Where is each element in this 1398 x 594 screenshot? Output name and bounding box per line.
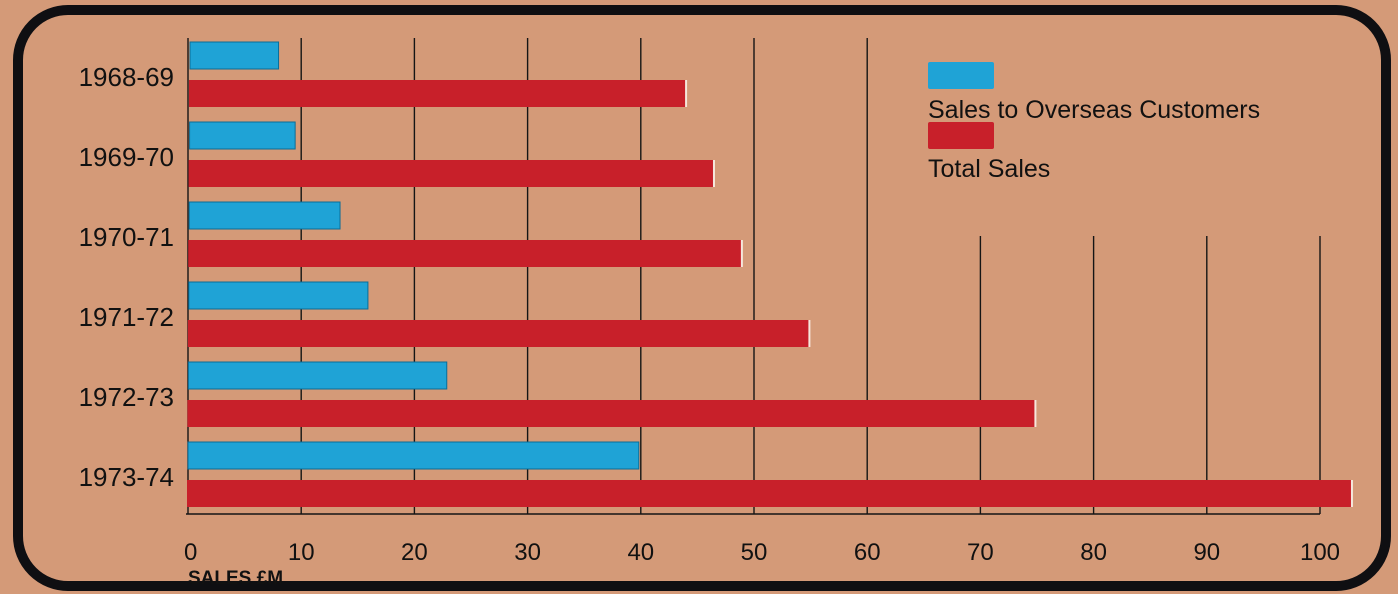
category-label: 1973-74 xyxy=(79,462,174,492)
x-axis-title: SALES £M xyxy=(188,568,283,589)
x-tick-label: 100 xyxy=(1300,539,1340,566)
legend-label-overseas: Sales to Overseas Customers xyxy=(928,96,1260,124)
x-tick-label: 60 xyxy=(854,539,881,566)
category-label: 1968-69 xyxy=(79,62,174,92)
legend: Sales to Overseas Customers Total Sales xyxy=(928,62,1260,183)
x-tick-label: 10 xyxy=(288,539,315,566)
bar-overseas-sales xyxy=(189,121,296,150)
gridlines xyxy=(187,38,1321,514)
bar-overseas-sales xyxy=(187,441,640,470)
category-labels: 1968-69 1969-70 1970-71 1971-72 1972-73 1973-… xyxy=(79,62,174,492)
x-tick-label: 90 xyxy=(1193,539,1220,566)
bar-overseas-sales xyxy=(188,201,341,230)
bar-overseas-sales xyxy=(187,361,448,390)
bars xyxy=(187,41,1353,507)
bar-overseas-sales xyxy=(189,41,280,70)
x-tick-label: 70 xyxy=(967,539,994,566)
x-tick-label: 40 xyxy=(627,539,654,566)
bar-total-sales xyxy=(188,160,714,187)
bar-total-sales xyxy=(188,240,742,267)
bar-total-sales xyxy=(187,320,810,347)
category-label: 1970-71 xyxy=(79,222,174,252)
bar-total-sales xyxy=(187,400,1036,427)
x-tick-label: 30 xyxy=(514,539,541,566)
x-tick-label: 0 xyxy=(184,539,197,566)
legend-swatch-total xyxy=(928,122,994,149)
legend-label-total: Total Sales xyxy=(928,155,1050,183)
bar-total-sales xyxy=(187,480,1352,507)
x-axis: 0 10 20 30 40 50 60 70 80 90 100 xyxy=(184,513,1340,566)
x-tick-label: 50 xyxy=(741,539,768,566)
bar-overseas-sales xyxy=(188,281,369,310)
category-label: 1971-72 xyxy=(79,302,174,332)
x-tick-label: 20 xyxy=(401,539,428,566)
category-label: 1969-70 xyxy=(79,142,174,172)
category-label: 1972-73 xyxy=(79,382,174,412)
legend-swatch-overseas xyxy=(928,62,994,89)
bar-total-sales xyxy=(189,80,687,107)
x-tick-label: 80 xyxy=(1080,539,1107,566)
